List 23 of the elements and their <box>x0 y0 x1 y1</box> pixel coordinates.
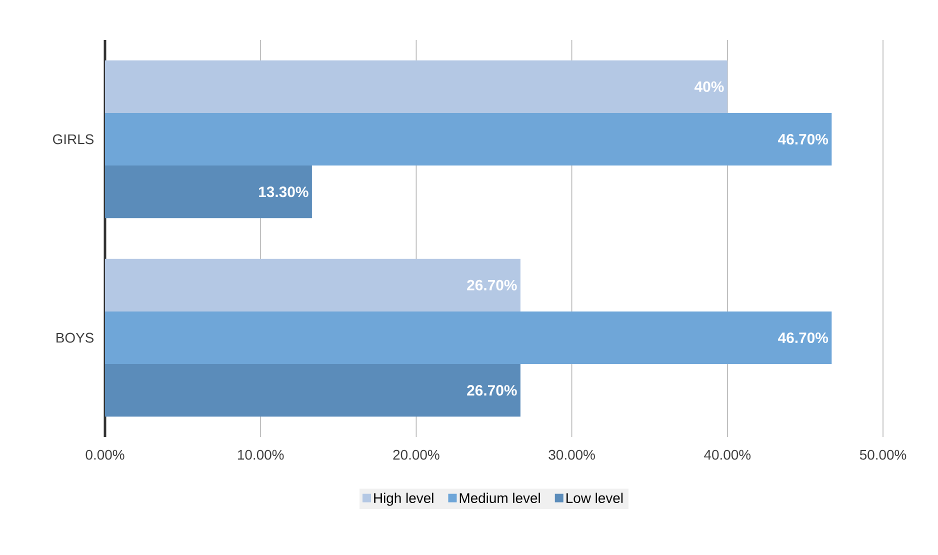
x-tick-label: 0.00% <box>86 450 124 460</box>
y-tick-label: BOYS <box>56 332 94 343</box>
y-tick-label: GIRLS <box>53 134 94 144</box>
data-label: 40% <box>694 81 724 92</box>
data-label: 46.70% <box>778 134 828 145</box>
bar <box>105 364 520 417</box>
legend-label: Medium level <box>460 492 540 504</box>
x-tick-label: 30.00% <box>548 450 595 460</box>
legend-label: Low level <box>566 492 623 504</box>
x-tick-label: 10.00% <box>238 450 284 460</box>
bar <box>105 258 520 312</box>
x-tick-label: 20.00% <box>393 450 440 460</box>
data-label: 26.70% <box>467 280 517 290</box>
bar <box>105 60 728 113</box>
x-tick-label: 40.00% <box>704 450 751 460</box>
bar <box>105 112 832 166</box>
data-label: 26.70% <box>467 385 517 396</box>
data-label: 46.70% <box>778 332 828 344</box>
x-tick-label: 50.00% <box>860 450 906 460</box>
data-label: 13.30% <box>259 186 308 198</box>
legend-label: High level <box>374 492 434 506</box>
bar <box>105 311 832 364</box>
bar <box>105 166 312 218</box>
